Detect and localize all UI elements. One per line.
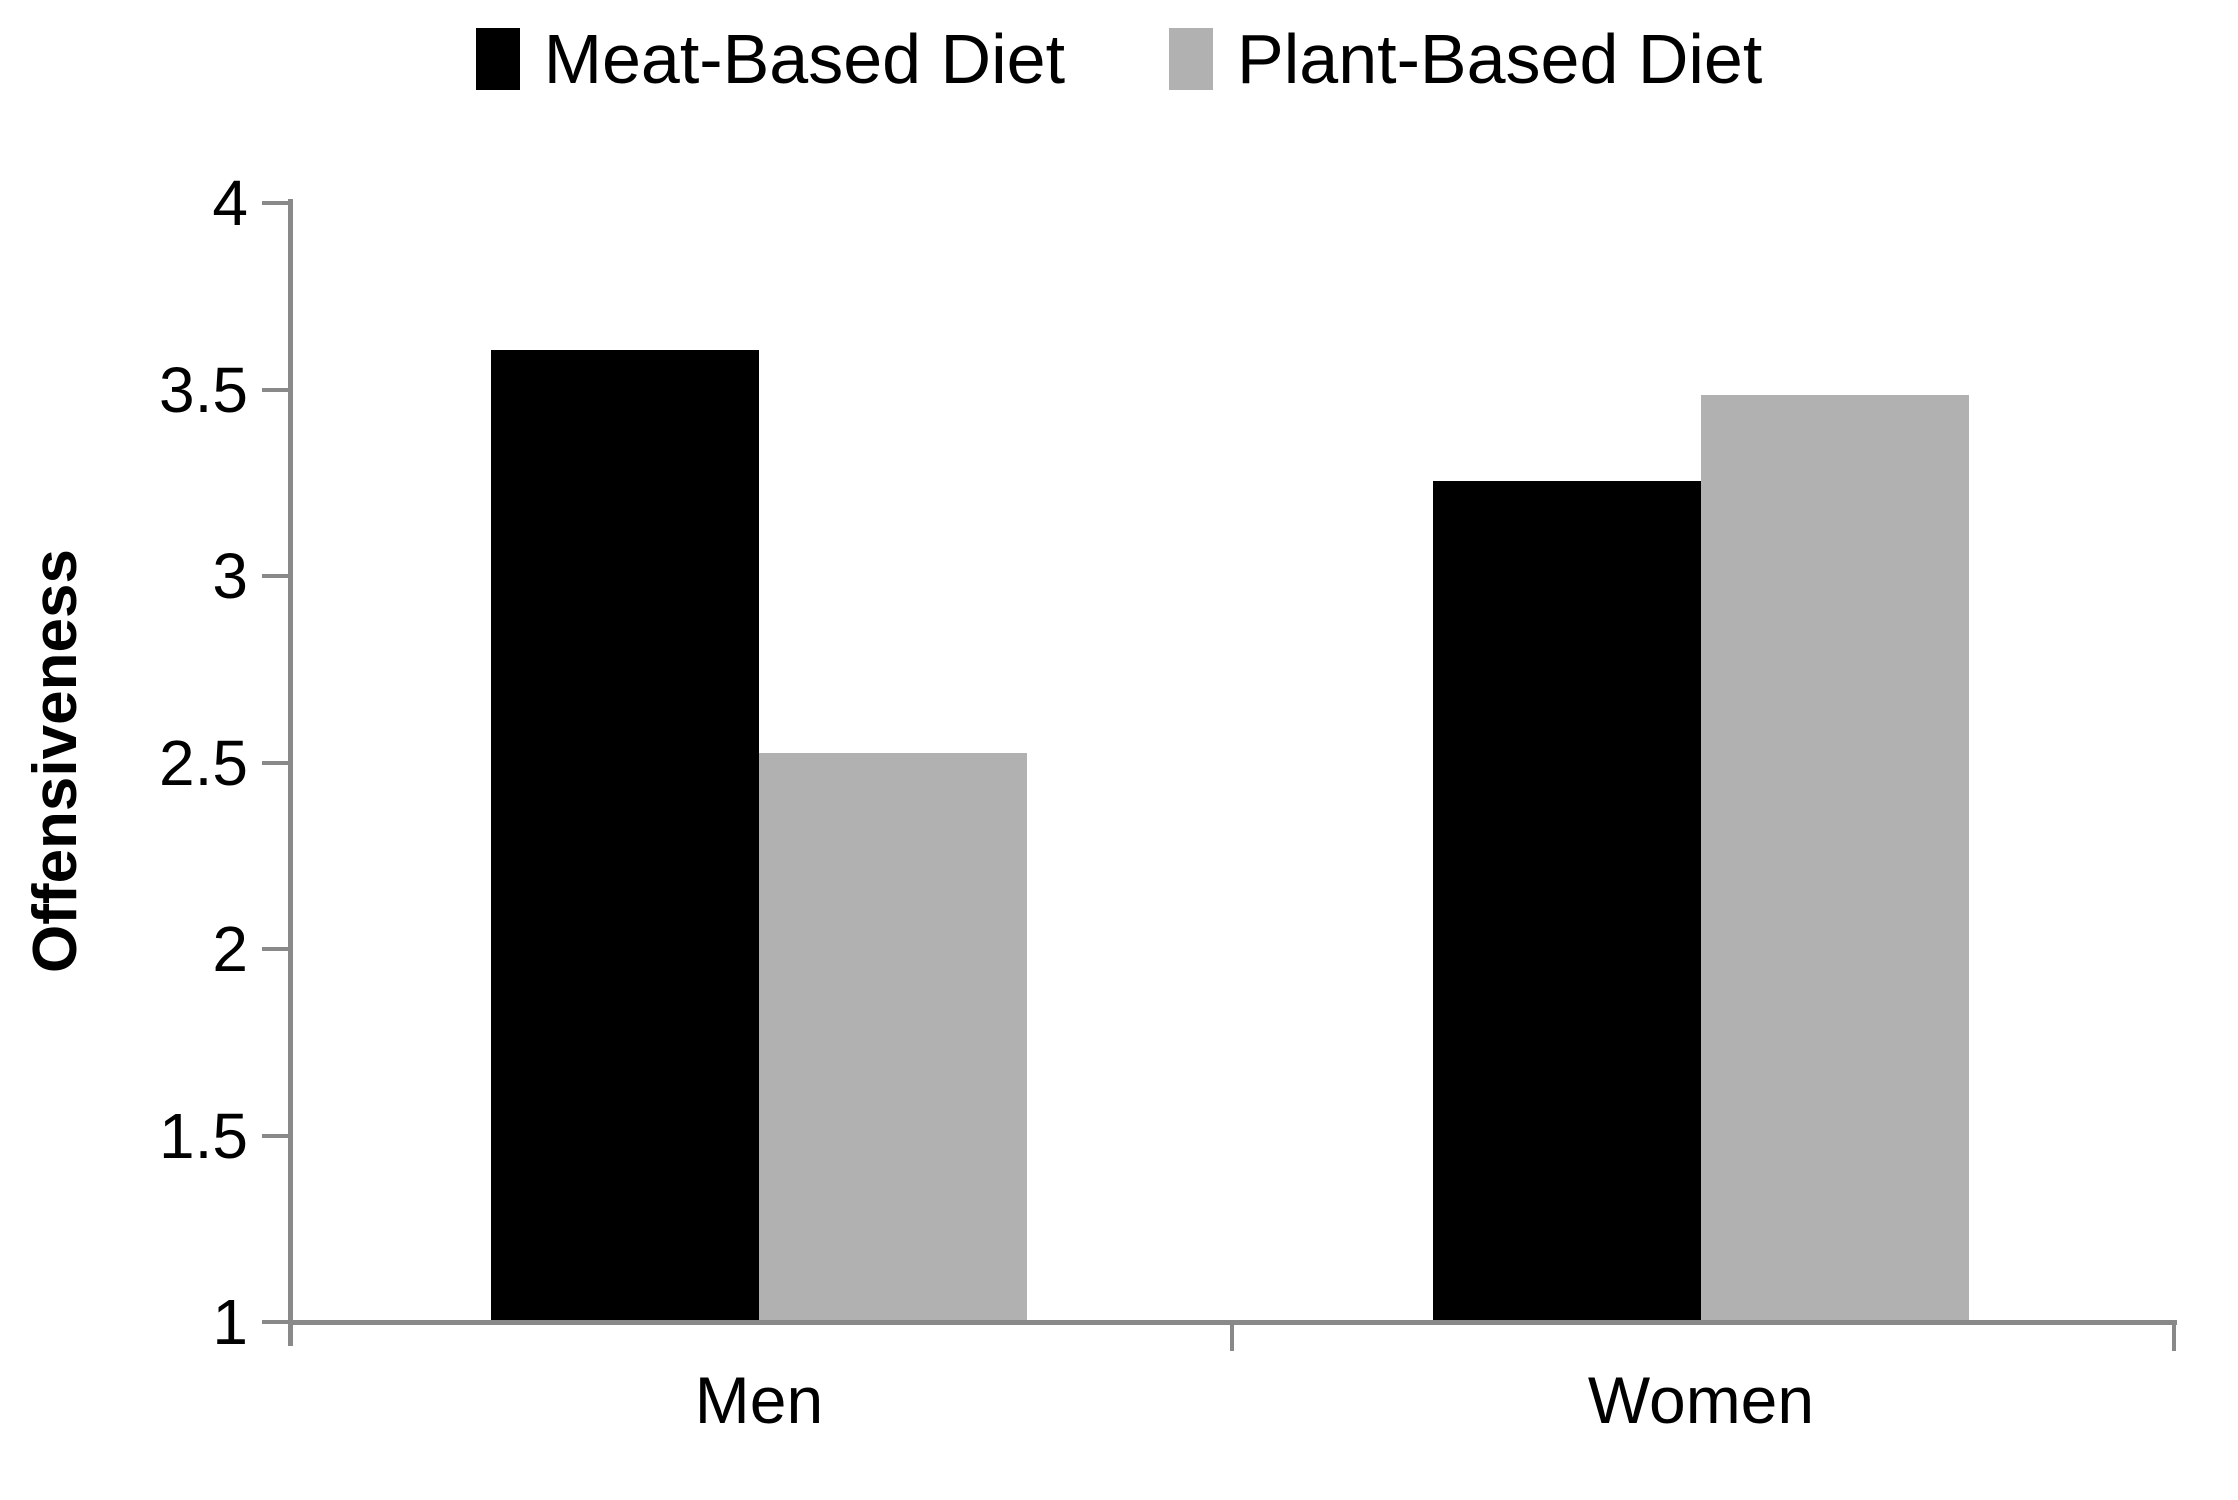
x-tick <box>1230 1325 1234 1351</box>
bar-men-meat <box>491 350 759 1320</box>
y-tick-label: 3.5 <box>159 353 248 426</box>
y-tick-label: 1.5 <box>159 1099 248 1172</box>
legend-item-plant: Plant-Based Diet <box>1169 24 1762 94</box>
y-tick-label: 1 <box>212 1286 248 1358</box>
legend-label: Plant-Based Diet <box>1237 20 1763 98</box>
y-tick <box>262 1320 288 1324</box>
legend-swatch-icon <box>475 28 520 90</box>
x-tick <box>2172 1325 2176 1351</box>
y-tick <box>262 1133 288 1138</box>
x-category-label: Men <box>694 1363 824 1437</box>
y-tick-label: 2.5 <box>159 726 248 799</box>
y-axis-line <box>288 199 293 1346</box>
legend-swatch-icon <box>1169 28 1214 90</box>
x-category-label: Women <box>1587 1363 1815 1437</box>
y-tick-label: 2 <box>212 913 248 985</box>
bar-men-plant <box>759 753 1027 1320</box>
y-tick <box>262 760 288 765</box>
bar-women-meat <box>1433 480 1701 1320</box>
legend: Meat-Based Diet Plant-Based Diet <box>0 24 2238 94</box>
y-tick <box>262 947 288 951</box>
x-axis-line <box>288 1320 2177 1325</box>
y-tick <box>262 201 288 205</box>
y-tick <box>262 387 288 392</box>
y-tick <box>262 574 288 578</box>
bar-women-plant <box>1701 394 1969 1320</box>
legend-item-meat: Meat-Based Diet <box>475 20 1066 98</box>
legend-label: Meat-Based Diet <box>543 20 1066 98</box>
y-tick-label: 3 <box>212 540 248 612</box>
y-tick-label: 4 <box>212 167 248 239</box>
